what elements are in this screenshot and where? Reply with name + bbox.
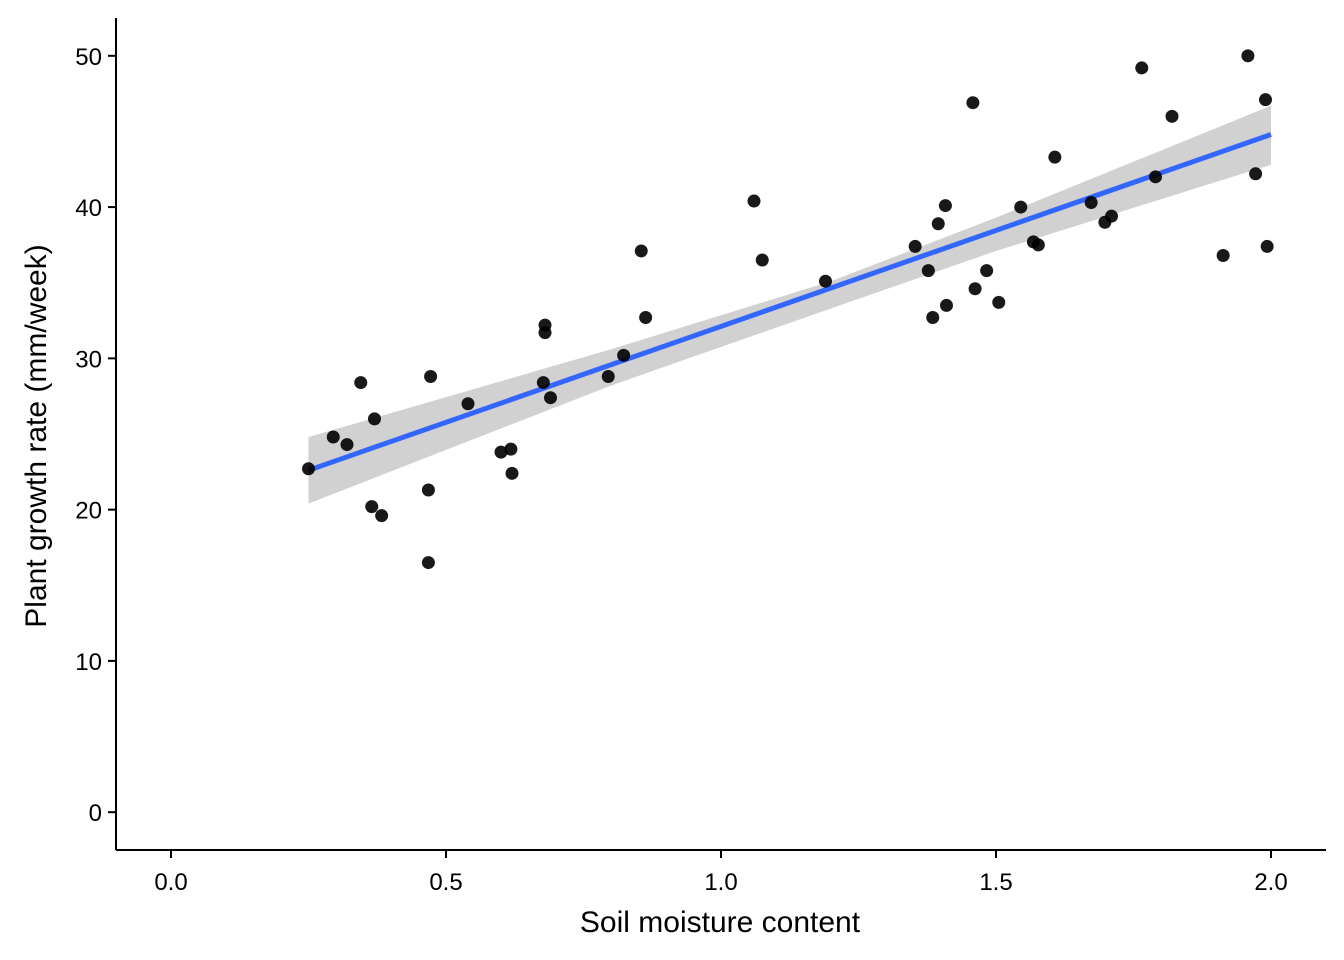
data-point [461,397,475,411]
x-tick-label: 0.0 [154,869,187,896]
data-point [326,430,340,444]
fit-line-layer [307,132,1272,473]
data-point [966,96,980,110]
data-point [921,264,935,278]
data-point [302,462,315,476]
y-tick-label: 40 [75,195,102,222]
data-point [1084,196,1098,210]
data-point [544,391,557,405]
tick-labels-layer: 0.0 0.5 1.0 1.5 2.0 0 10 20 30 40 50 [75,44,1287,896]
data-point [1249,167,1263,181]
points-layer [302,49,1274,570]
data-point [980,264,994,278]
data-point [504,442,518,456]
data-point [1259,93,1272,107]
data-point [938,199,952,213]
data-point [639,311,653,325]
data-point [1031,238,1045,252]
data-point [1105,209,1118,223]
data-point [634,244,648,258]
y-tick-label: 10 [75,649,102,676]
y-tick-label: 0 [89,800,102,827]
data-point [1135,61,1149,75]
data-point [365,500,379,514]
data-point [1165,109,1179,123]
x-tick-label: 0.5 [429,869,462,896]
data-point [538,326,552,340]
data-point [601,370,615,384]
data-point [536,376,550,390]
x-axis-title: Soil moisture content [580,906,861,939]
y-tick-label: 30 [75,346,102,373]
data-point [940,298,953,312]
data-point [375,509,389,523]
y-tick-label: 50 [75,44,102,71]
x-tick-label: 2.0 [1254,869,1287,896]
data-point [1241,49,1255,63]
data-point [505,466,519,480]
data-point [617,348,631,362]
data-point [819,274,832,288]
data-point [421,556,435,570]
y-axis-title: Plant growth rate (mm/week) [20,244,53,627]
data-point [494,445,508,459]
x-tick-label: 1.5 [979,869,1012,896]
data-point [908,239,922,253]
data-point [1216,248,1230,262]
fit-line [307,132,1272,473]
axes-layer [108,18,1326,858]
data-point [931,217,945,231]
x-tick-label: 1.0 [704,869,737,896]
y-tick-label: 20 [75,498,102,525]
data-point [340,438,354,452]
data-point [926,311,940,325]
data-point [992,295,1006,309]
data-point [368,412,381,426]
data-point [421,483,435,497]
data-point [968,282,982,296]
data-point [747,194,761,208]
data-point [1014,200,1028,214]
data-point [354,376,368,390]
data-point [1149,170,1162,184]
data-point [755,253,769,267]
data-point [424,370,438,384]
data-point [1048,150,1062,164]
data-point [1260,239,1274,253]
